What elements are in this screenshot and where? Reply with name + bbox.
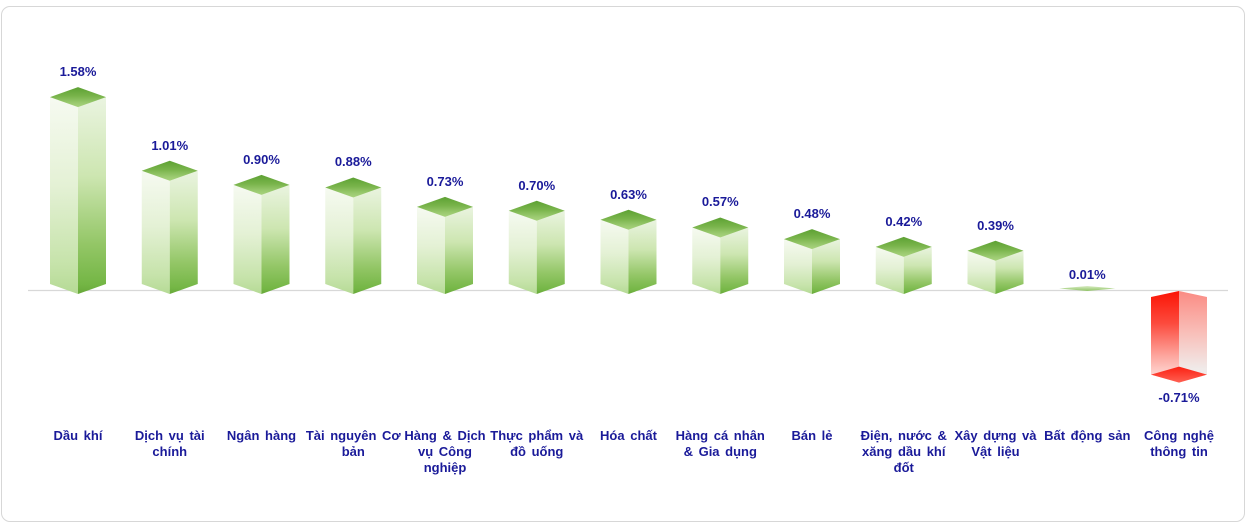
bar-column xyxy=(233,174,290,294)
bar-face-left xyxy=(692,227,721,294)
bar-top-face xyxy=(417,196,473,217)
bar-face-right xyxy=(720,227,749,294)
bar-face-left xyxy=(50,97,78,295)
bar-top-face xyxy=(141,160,198,181)
bar-face-right xyxy=(261,184,290,294)
bar-face-right xyxy=(812,239,840,294)
bar-top-face xyxy=(784,229,840,250)
bar-top-face xyxy=(50,87,106,108)
bar-column xyxy=(967,240,1024,294)
bar-column xyxy=(875,236,932,294)
bar-top-face xyxy=(325,177,382,198)
bar-face-right xyxy=(445,206,473,294)
bar-column xyxy=(600,209,657,294)
bar-face-right xyxy=(1179,291,1207,383)
bar-face-left xyxy=(417,206,445,294)
bar-face-left xyxy=(233,184,262,294)
bar-top-face xyxy=(233,174,290,195)
bar-face-right xyxy=(78,97,106,295)
bar-top-face xyxy=(875,236,932,257)
bar-top-face xyxy=(967,240,1024,261)
bar-column xyxy=(325,177,382,294)
bar-column xyxy=(141,160,198,294)
bar-column xyxy=(784,229,840,294)
bar-face-left xyxy=(141,170,170,294)
bar-column xyxy=(508,200,565,294)
bar-face-right xyxy=(628,219,657,294)
bar-face-left xyxy=(325,187,354,294)
bar-column xyxy=(692,217,749,294)
bar-face-right xyxy=(353,187,382,294)
bar-column xyxy=(50,87,106,295)
bar-top-face xyxy=(692,217,749,238)
bar-bottom-face xyxy=(1151,366,1207,383)
bar-face-right xyxy=(995,250,1024,294)
bar-face-right xyxy=(903,246,932,294)
bar-face-left xyxy=(967,250,996,294)
bar-face-left xyxy=(784,239,812,294)
bar-face-left xyxy=(600,219,629,294)
bar-face-left xyxy=(1151,291,1179,383)
bar-top-face xyxy=(600,209,657,230)
bar-column xyxy=(417,196,473,294)
bar-column xyxy=(1151,291,1207,383)
bar-face-right xyxy=(536,210,565,294)
bar-top-face xyxy=(508,200,565,221)
bar-column xyxy=(1059,286,1116,291)
bar-face-left xyxy=(875,246,904,294)
bar-face-left xyxy=(508,210,537,294)
bar-face-right xyxy=(169,170,198,294)
bar-top-face xyxy=(1059,286,1116,291)
